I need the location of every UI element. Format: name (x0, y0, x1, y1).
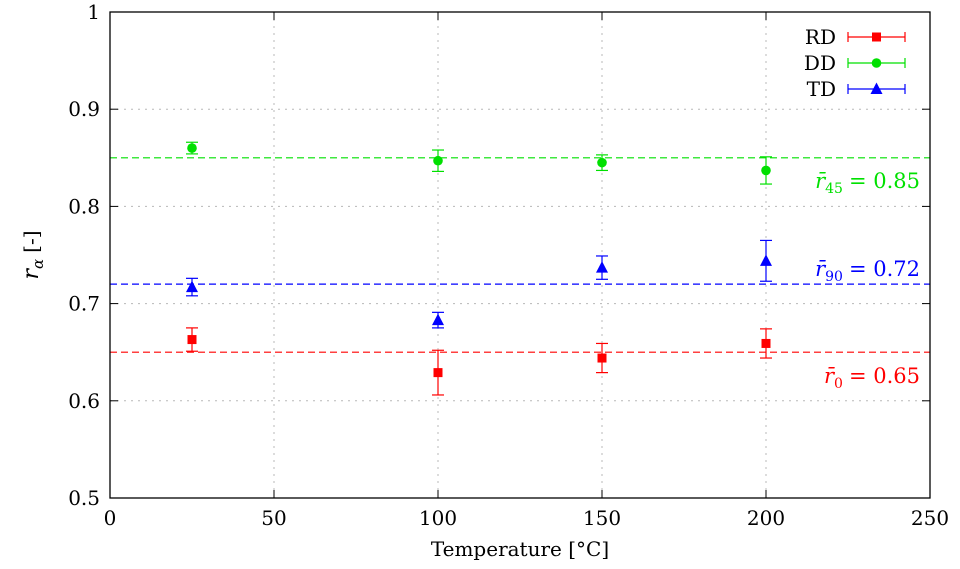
legend-label-RD: RD (805, 25, 836, 49)
x-tick-label: 0 (104, 506, 117, 530)
reference-label-TD: r̄90 = 0.72 (815, 257, 920, 285)
y-tick-label: 0.5 (68, 486, 100, 510)
x-tick-label: 150 (583, 506, 621, 530)
data-point-RD (597, 353, 607, 363)
reference-label-RD: r̄0 = 0.65 (824, 364, 920, 392)
legend-marker-RD (872, 32, 881, 42)
data-point-RD (187, 335, 197, 345)
data-point-TD (596, 261, 608, 273)
data-point-DD (597, 157, 607, 168)
y-tick-label: 0.6 (68, 389, 100, 413)
data-point-TD (432, 313, 444, 326)
plot-frame (109, 11, 931, 499)
legend-label-TD: TD (807, 77, 836, 101)
legend-marker-TD (870, 82, 883, 94)
x-tick-label: 200 (747, 506, 785, 530)
x-tick-label: 100 (419, 506, 457, 530)
x-tick-label: 250 (911, 506, 949, 530)
y-tick-label: 0.7 (68, 292, 100, 316)
data-point-TD (186, 280, 198, 293)
y-tick-label: 0.9 (68, 97, 100, 121)
data-point-DD (761, 165, 771, 176)
legend-marker-DD (871, 58, 882, 68)
y-tick-label: 0.8 (68, 194, 100, 218)
data-point-DD (433, 155, 443, 166)
data-point-RD (433, 368, 443, 378)
x-axis-label: Temperature [°C] (431, 537, 609, 561)
data-point-RD (761, 338, 771, 348)
y-tick-label: 1 (87, 0, 100, 24)
y-axis-label: rα[-] (19, 230, 47, 279)
reference-label-DD: r̄45 = 0.85 (815, 169, 920, 197)
x-tick-label: 50 (261, 506, 286, 530)
data-point-TD (760, 254, 772, 266)
legend-label-DD: DD (804, 51, 836, 75)
data-point-DD (187, 143, 197, 153)
